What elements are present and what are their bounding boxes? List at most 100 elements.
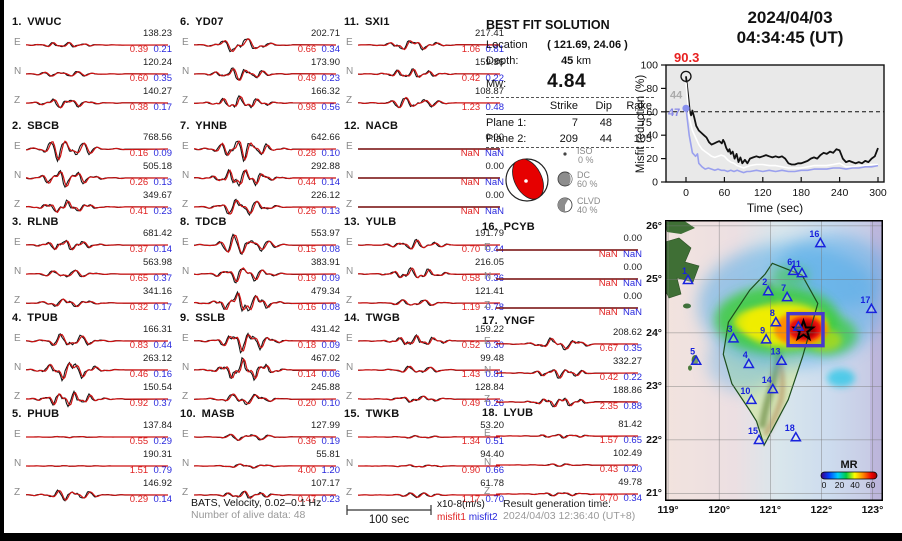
- component-row: Z 49.78 0.70 0.34: [482, 477, 644, 508]
- station-block: 12. NACB E 0.00 NaN NaN N 0.00 NaN NaN Z 0.00 NaN…: [344, 120, 506, 217]
- waveform-trace: [26, 489, 168, 502]
- svg-text:0: 0: [683, 187, 689, 199]
- misfit2-value: 0.81: [485, 44, 505, 55]
- component-row: N 55.81 4.00 1.20: [180, 449, 342, 480]
- peak-value-label: 90.3: [674, 50, 699, 65]
- component-row: E 208.62 0.67 0.35: [482, 327, 644, 358]
- plane-table-header: Strike Dip Rake: [486, 97, 654, 115]
- misfit2-value: 0.22: [623, 372, 643, 383]
- amplitude-value: 0.00: [485, 161, 505, 172]
- misfit2-value: 0.21: [153, 44, 173, 55]
- mw-label: Mw:: [486, 78, 507, 90]
- map-station-number: 16: [809, 229, 819, 239]
- misfit-values: 0.60 0.35: [130, 73, 172, 84]
- waveform-trace: [194, 463, 336, 469]
- amplitude-value: 208.62: [612, 327, 642, 338]
- misfit1-value: 0.39: [129, 44, 149, 55]
- lat-tick-label: 21°: [646, 487, 662, 500]
- map-station-number: 10: [740, 386, 750, 396]
- misfit1-value: NaN: [598, 249, 618, 260]
- svg-text:180: 180: [792, 187, 810, 199]
- component-label: Z: [182, 487, 189, 498]
- misfit2-value: 0.09: [321, 273, 341, 284]
- component-label: E: [346, 237, 353, 248]
- map-station-number: 13: [770, 347, 780, 357]
- component-row: N 292.88 0.44 0.14: [180, 161, 342, 192]
- component-row: Z 226.12 0.26 0.13: [180, 190, 342, 221]
- misfit-values: 0.32 0.17: [130, 302, 172, 313]
- station-name: 6. YD07: [180, 16, 224, 28]
- component-row: E 159.22 0.52 0.30: [344, 324, 506, 355]
- component-row: Z 0.00 NaN NaN: [482, 291, 644, 322]
- waveform-trace: [194, 140, 336, 163]
- lon-tick-label: 120°: [708, 504, 731, 516]
- misfit-series-blue: [685, 108, 879, 174]
- component-row: N 99.48 1.43 0.81: [344, 353, 506, 384]
- amplitude-value: 202.71: [310, 28, 340, 39]
- misfit-values: NaN NaN: [599, 278, 642, 289]
- component-row: N 120.24 0.60 0.35: [12, 57, 174, 88]
- misfit1-value: 0.32: [129, 302, 149, 313]
- waveform-trace: [26, 169, 168, 189]
- component-row: E 0.00 NaN NaN: [482, 233, 644, 264]
- misfit1-value: 0.43: [599, 464, 619, 475]
- plane2-dip: 44: [599, 133, 612, 145]
- map-station-marker: [762, 285, 775, 296]
- svg-text:0: 0: [822, 480, 827, 490]
- station-block: 13. YULB E 191.79 0.70 0.44 N 216.05 0.58 0.36…: [344, 216, 506, 313]
- component-row: N 332.27 0.42 0.22: [482, 356, 644, 387]
- station-name: 13. YULB: [344, 216, 397, 228]
- misfit-legend: misfit1 misfit2: [437, 512, 498, 523]
- amplitude-value: 127.99: [310, 420, 340, 431]
- component-label: N: [346, 362, 354, 373]
- misfit-values: 0.47 0.23: [298, 494, 340, 505]
- amplitude-value: 120.24: [142, 57, 172, 68]
- amplitude-value: 341.16: [142, 286, 172, 297]
- misfit2-value: 0.29: [153, 436, 173, 447]
- misfit2-value: 0.78: [485, 302, 505, 313]
- station-block: 5. PHUB E 137.84 0.55 0.29 N 190.31 1.51 0.79 Z…: [12, 408, 174, 505]
- plane1-strike: 7: [571, 117, 578, 129]
- misfit1-value: 0.44: [297, 177, 317, 188]
- misfit-values: 0.46 0.16: [130, 369, 172, 380]
- misfit2-value: NaN: [622, 278, 642, 289]
- taiwan-map: 1 2 3 4 5 6 7 89 10 11 13 14 15 16 17 18 MR 0 20 40 60: [665, 220, 883, 501]
- plane1-dip: 48: [599, 117, 612, 129]
- depth-unit: km: [576, 55, 592, 67]
- amplitude-value: 94.40: [480, 449, 504, 460]
- component-row: Z 121.41 1.19 0.78: [344, 286, 506, 317]
- station-name: 15. TWKB: [344, 408, 400, 420]
- misfit-values: 0.55 0.29: [130, 436, 172, 447]
- waveform-trace: [194, 267, 336, 284]
- waveform-trace: [358, 148, 500, 150]
- map-station-marker: [796, 266, 808, 278]
- amplitude-value: 292.88: [310, 161, 340, 172]
- dip-header: Dip: [595, 100, 612, 112]
- component-row: N 467.02 0.14 0.06: [180, 353, 342, 384]
- misfit2-value: 0.34: [321, 44, 341, 55]
- amplitude-value: 61.78: [480, 478, 504, 489]
- component-label: E: [484, 336, 491, 347]
- map-station-number: 1: [682, 266, 687, 276]
- amplitude-value: 505.18: [142, 161, 172, 172]
- misfit2-value: 0.37: [153, 398, 173, 409]
- misfit-values: 0.16 0.09: [130, 148, 172, 159]
- svg-text:80: 80: [646, 83, 658, 95]
- plane2-label: Plane 2:: [486, 133, 527, 145]
- amplitude-value: 166.31: [142, 324, 172, 335]
- misfit-values: 0.67 0.35: [600, 343, 642, 354]
- depth-value: 45: [561, 55, 574, 67]
- misfit2-value: NaN: [484, 177, 504, 188]
- misfit2-value: 0.20: [623, 464, 643, 475]
- station-block: 14. TWGB E 159.22 0.52 0.30 N 99.48 1.43 0.81 Z…: [344, 312, 506, 409]
- misfit1-value: 0.20: [297, 398, 317, 409]
- misfit1-value: 0.19: [297, 273, 317, 284]
- map-station-marker: [814, 236, 827, 248]
- misfit-values: 0.26 0.13: [298, 206, 340, 217]
- waveform-trace: [194, 393, 336, 406]
- lon-tick-label: 121°: [759, 504, 782, 516]
- misfit1-value: 0.26: [129, 177, 149, 188]
- lat-tick-label: 25°: [646, 273, 662, 286]
- component-row: E 768.56 0.16 0.09: [12, 132, 174, 163]
- misfit-values: 1.19 0.78: [462, 302, 504, 313]
